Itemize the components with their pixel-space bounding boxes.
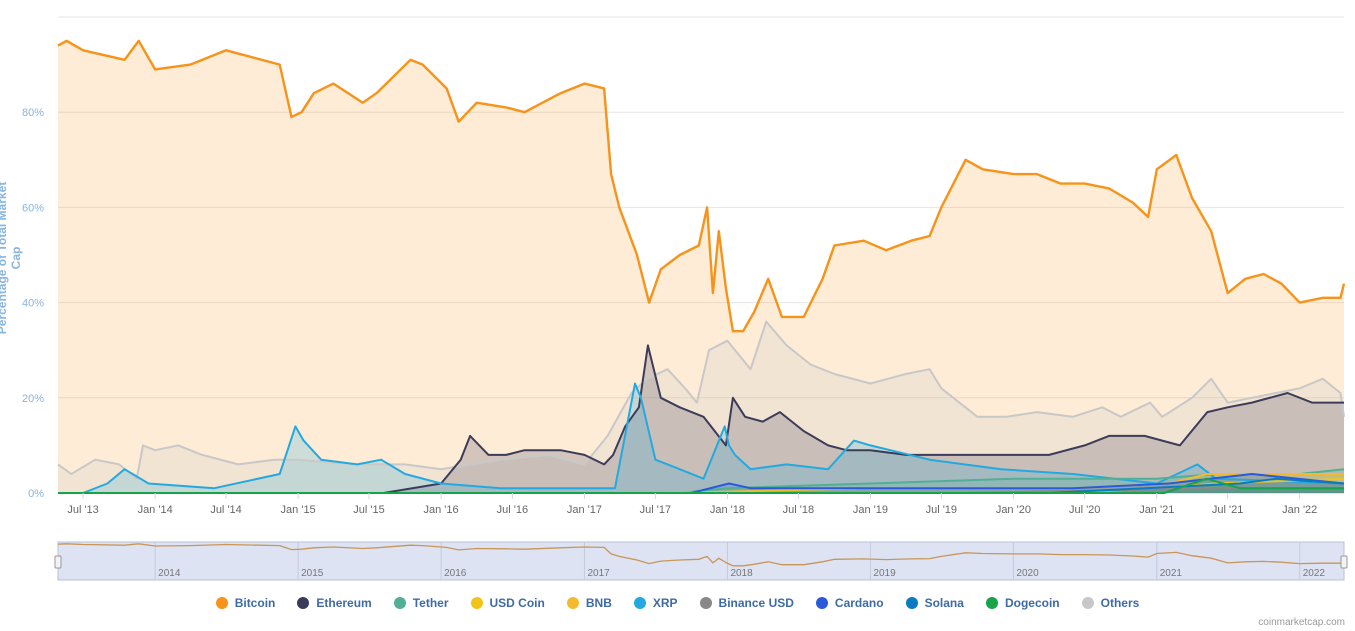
y-tick-label: 20%	[22, 393, 44, 405]
x-tick-label: Jan '19	[853, 504, 888, 516]
legend-dot-icon	[393, 597, 406, 609]
legend-dot-icon	[815, 597, 828, 609]
market-dominance-chart: 0% 20% 40% 60% 80% Jul '13 Jan '14 Jul '14 Jan …	[22, 16, 1348, 581]
navigator-year-label: 2016	[444, 568, 467, 579]
legend-item-binance-usd[interactable]: Binance USD	[699, 596, 794, 610]
others-line[interactable]	[57, 320, 1345, 480]
legend-label: XRP	[652, 596, 678, 610]
x-tick-label: Jul '20	[1069, 504, 1100, 516]
y-tick-label: 80%	[22, 107, 44, 119]
navigator-year-label: 2017	[587, 568, 610, 579]
xrp-area	[58, 383, 1344, 493]
legend-item-solana[interactable]: Solana	[905, 596, 964, 610]
y-tick-label: 40%	[22, 298, 44, 310]
legend-item-xrp[interactable]: XRP	[633, 596, 678, 610]
tether-area	[58, 469, 1344, 493]
chart-legend: Bitcoin Ethereum Tether USD Coin BNB XRP Binan…	[0, 596, 1355, 610]
x-tick-label: Jul '13	[67, 504, 98, 516]
x-tick-label: Jul '18	[783, 504, 814, 516]
legend-dot-icon	[566, 597, 579, 609]
legend-label: Others	[1100, 596, 1140, 610]
dogecoin-line[interactable]	[58, 477, 1344, 494]
series-lines	[57, 39, 1346, 494]
navigator-year-label: 2022	[1303, 568, 1326, 579]
legend-label: Tether	[412, 596, 449, 610]
y-tick-label: 0%	[28, 488, 44, 500]
x-tick-label: Jul '19	[926, 504, 957, 516]
ethereum-line[interactable]	[58, 344, 1344, 494]
dogecoin-area	[58, 478, 1344, 493]
legend-dot-icon	[699, 597, 712, 609]
x-tick-label: Jan '20	[996, 504, 1031, 516]
x-tick-label: Jul '15	[353, 504, 384, 516]
x-axis-ticks: Jul '13 Jan '14 Jul '14 Jan '15 Jul '15 Jan '…	[67, 493, 1317, 516]
navigator-year-label: 2019	[873, 568, 896, 579]
cardano-line[interactable]	[58, 473, 1345, 494]
range-navigator[interactable]: 2014 2015 2016 2017 2018 2019 2020 2021 2022	[54, 541, 1348, 581]
legend-dot-icon	[470, 597, 483, 609]
navigator-right-handle[interactable]	[1340, 555, 1348, 569]
x-tick-label: Jul '16	[497, 504, 528, 516]
legend-item-cardano[interactable]: Cardano	[815, 596, 884, 610]
legend-label: USD Coin	[489, 596, 545, 610]
x-tick-label: Jan '14	[138, 504, 173, 516]
bitcoin-line[interactable]	[57, 39, 1346, 333]
usd-coin-area	[58, 478, 1344, 493]
legend-item-ethereum[interactable]: Ethereum	[297, 596, 372, 610]
ethereum-area	[58, 345, 1344, 493]
bitcoin-area	[58, 40, 1344, 494]
legend-label: Solana	[924, 596, 964, 610]
legend-item-dogecoin[interactable]: Dogecoin	[985, 596, 1060, 610]
x-tick-label: Jan '15	[281, 504, 316, 516]
legend-label: Binance USD	[718, 596, 794, 610]
navigator-year-label: 2015	[301, 568, 324, 579]
legend-label: BNB	[585, 596, 612, 610]
solana-area	[58, 478, 1344, 493]
x-tick-label: Jan '18	[710, 504, 745, 516]
navigator-mask[interactable]	[57, 541, 1345, 581]
x-tick-label: Jan '17	[567, 504, 602, 516]
legend-dot-icon	[985, 597, 998, 609]
x-tick-label: Jan '22	[1282, 504, 1317, 516]
x-tick-label: Jan '21	[1139, 504, 1174, 516]
navigator-year-label: 2021	[1160, 568, 1183, 579]
legend-dot-icon	[215, 597, 228, 609]
series-areas	[58, 40, 1344, 494]
legend-item-bitcoin[interactable]: Bitcoin	[215, 596, 276, 610]
x-tick-label: Jul '14	[210, 504, 241, 516]
legend-item-others[interactable]: Others	[1081, 596, 1140, 610]
legend-label: Cardano	[834, 596, 884, 610]
x-tick-label: Jul '17	[640, 504, 671, 516]
legend-dot-icon	[297, 597, 310, 609]
legend-dot-icon	[905, 597, 918, 609]
credit-text: coinmarketcap.com	[1258, 617, 1345, 628]
y-tick-label: 60%	[22, 202, 44, 214]
legend-item-usd-coin[interactable]: USD Coin	[470, 596, 545, 610]
legend-label: Dogecoin	[1004, 596, 1060, 610]
x-tick-label: Jul '21	[1212, 504, 1243, 516]
others-area	[58, 321, 1344, 493]
y-axis-ticks: 0% 20% 40% 60% 80%	[22, 107, 44, 500]
navigator-year-label: 2014	[158, 568, 181, 579]
navigator-year-label: 2020	[1016, 568, 1039, 579]
legend-item-bnb[interactable]: BNB	[566, 596, 612, 610]
navigator-left-handle[interactable]	[54, 555, 62, 569]
legend-item-tether[interactable]: Tether	[393, 596, 449, 610]
legend-label: Bitcoin	[234, 596, 276, 610]
navigator-series-line	[57, 543, 1345, 567]
y-axis-label: Percentage of Total Market Cap	[0, 181, 23, 335]
legend-dot-icon	[633, 597, 646, 609]
legend-dot-icon	[1081, 597, 1094, 609]
xrp-line[interactable]	[58, 382, 1345, 494]
legend-label: Ethereum	[316, 596, 372, 610]
x-tick-label: Jan '16	[424, 504, 459, 516]
navigator-year-label: 2018	[730, 568, 753, 579]
